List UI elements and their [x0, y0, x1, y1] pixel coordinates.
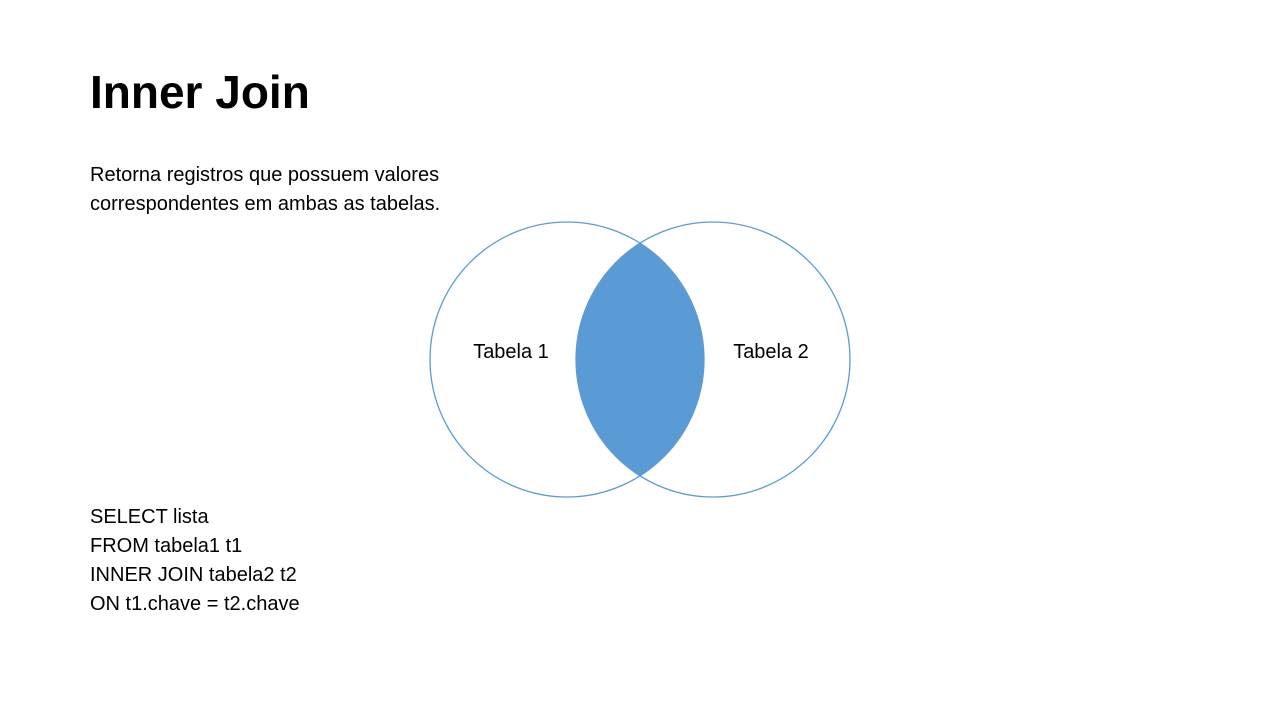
description-line-1: Retorna registros que possuem valores — [90, 164, 440, 186]
venn-intersection-region — [576, 222, 704, 497]
sql-line-from: FROM tabela1 t1 — [90, 535, 243, 557]
venn-circle-table-2 — [575, 221, 851, 498]
slide-title: Inner Join — [90, 66, 310, 118]
sql-line-inner-join: INNER JOIN tabela2 t2 — [90, 564, 297, 586]
description-line-2: correspondentes em ambas as tabelas. — [90, 193, 441, 215]
venn-label-table-2: Tabela 2 — [733, 341, 809, 363]
sql-line-select: SELECT lista — [90, 506, 209, 528]
venn-circle-table-1 — [429, 221, 705, 498]
sql-line-on: ON t1.chave = t2.chave — [90, 593, 300, 615]
venn-label-table-1: Tabela 1 — [473, 341, 549, 363]
slide-description: Retorna registros que possuem valores co… — [90, 161, 550, 219]
sql-query: SELECT lista FROM tabela1 t1 INNER JOIN … — [90, 503, 300, 619]
